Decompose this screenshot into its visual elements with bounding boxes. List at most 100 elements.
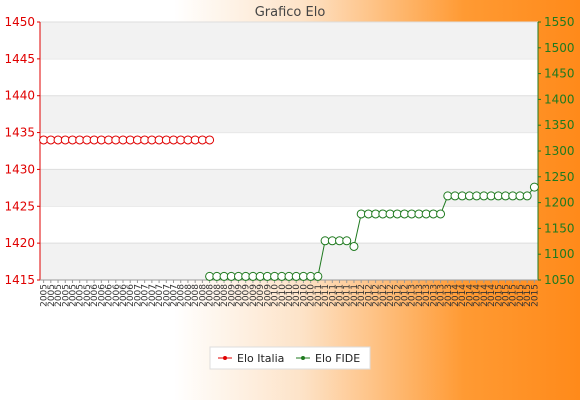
x-tick-label: 2007: [170, 284, 180, 307]
x-tick-label: 2012: [357, 284, 367, 307]
left-tick-label: 1450: [4, 15, 35, 29]
x-tick-label: 2006: [119, 284, 129, 307]
right-tick-label: 1150: [544, 221, 575, 235]
x-tick-label: 2015: [509, 284, 519, 307]
x-tick-label: 2010: [285, 284, 295, 307]
x-tick-label: 2007: [155, 284, 165, 307]
x-tick-label: 2008: [191, 284, 201, 307]
x-tick-label: 2008: [177, 284, 187, 307]
x-tick-label: 2010: [292, 284, 302, 307]
x-tick-label: 2011: [350, 284, 360, 307]
right-tick-label: 1200: [544, 196, 575, 210]
legend-swatch-dot: [301, 356, 305, 360]
x-tick-label: 2007: [148, 284, 158, 307]
left-tick-label: 1430: [4, 162, 35, 176]
x-tick-label: 2009: [234, 284, 244, 307]
left-tick-label: 1435: [4, 126, 35, 140]
right-tick-label: 1350: [544, 118, 575, 132]
x-tick-label: 2012: [364, 284, 374, 307]
left-tick-label: 1420: [4, 236, 35, 250]
x-tick-label: 2009: [256, 284, 266, 307]
legend-label: Elo FIDE: [315, 352, 360, 365]
x-tick-label: 2005: [83, 284, 93, 307]
x-tick-label: 2008: [220, 284, 230, 307]
x-tick-label: 2012: [393, 284, 403, 307]
plot-area: [40, 22, 538, 280]
x-tick-label: 2010: [278, 284, 288, 307]
x-tick-label: 2008: [206, 284, 216, 307]
grid-band: [40, 95, 538, 133]
data-point: [342, 236, 352, 246]
right-tick-label: 1450: [544, 67, 575, 81]
x-tick-label: 2011: [314, 284, 324, 307]
data-point: [436, 209, 446, 219]
right-tick-label: 1500: [544, 41, 575, 55]
x-tick-label: 2005: [68, 284, 78, 307]
right-tick-label: 1250: [544, 170, 575, 184]
legend-box: [209, 346, 371, 370]
x-tick-label: 2006: [105, 284, 115, 307]
left-tick-label: 1415: [4, 273, 35, 287]
x-tick-label: 2013: [444, 284, 454, 307]
right-tick-label: 1400: [544, 92, 575, 106]
x-tick-label: 2012: [372, 284, 382, 307]
x-tick-label: 2014: [487, 284, 497, 307]
x-tick-label: 2015: [516, 284, 526, 307]
grid-band: [40, 22, 538, 59]
x-tick-label: 2005: [54, 284, 64, 307]
legend-label: Elo Italia: [237, 352, 284, 365]
x-tick-label: 2006: [112, 284, 122, 307]
x-tick-label: 2010: [299, 284, 309, 307]
x-tick-label: 2013: [437, 284, 447, 307]
right-tick-label: 1300: [544, 144, 575, 158]
left-tick-label: 1440: [4, 89, 35, 103]
x-tick-label: 2012: [379, 284, 389, 307]
x-tick-label: 2013: [408, 284, 418, 307]
right-tick-label: 1550: [544, 15, 575, 29]
x-tick-label: 2005: [61, 284, 71, 307]
x-tick-label: 2011: [328, 284, 338, 307]
x-tick-label: 2015: [530, 284, 540, 307]
left-tick-label: 1425: [4, 199, 35, 213]
x-tick-label: 2007: [141, 284, 151, 307]
x-tick-label: 2011: [321, 284, 331, 307]
x-tick-label: 2008: [184, 284, 194, 307]
x-tick-label: 2005: [47, 284, 57, 307]
x-tick-label: 2011: [336, 284, 346, 307]
chart-title: Grafico Elo: [255, 5, 326, 20]
data-point: [205, 135, 215, 145]
x-tick-label: 2013: [429, 284, 439, 307]
x-tick-label: 2014: [465, 284, 475, 307]
x-tick-label: 2006: [90, 284, 100, 307]
x-tick-label: 2013: [422, 284, 432, 307]
data-point: [313, 271, 323, 281]
x-tick-label: 2009: [263, 284, 273, 307]
grid-band: [40, 169, 538, 207]
x-tick-label: 2012: [386, 284, 396, 307]
x-tick-label: 2006: [126, 284, 136, 307]
data-point: [529, 182, 539, 192]
x-tick-label: 2014: [451, 284, 461, 307]
x-tick-label: 2009: [242, 284, 252, 307]
x-tick-label: 2007: [133, 284, 143, 307]
x-tick-label: 2015: [502, 284, 512, 307]
x-tick-label: 2012: [400, 284, 410, 307]
x-tick-label: 2007: [162, 284, 172, 307]
x-tick-label: 2006: [97, 284, 107, 307]
x-tick-label: 2010: [307, 284, 317, 307]
left-tick-label: 1445: [4, 52, 35, 66]
x-tick-label: 2009: [249, 284, 259, 307]
x-tick-label: 2008: [213, 284, 223, 307]
x-tick-label: 2010: [271, 284, 281, 307]
data-point: [349, 241, 359, 251]
x-tick-label: 2005: [76, 284, 86, 307]
x-tick-label: 2008: [198, 284, 208, 307]
right-tick-label: 1050: [544, 273, 575, 287]
legend-swatch-dot: [223, 356, 227, 360]
x-tick-label: 2015: [494, 284, 504, 307]
right-tick-label: 1100: [544, 247, 575, 261]
x-tick-label: 2009: [227, 284, 237, 307]
x-tick-label: 2011: [343, 284, 353, 307]
